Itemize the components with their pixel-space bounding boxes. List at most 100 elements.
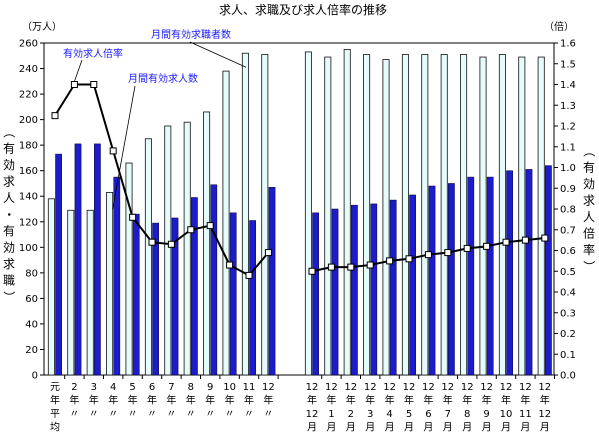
monthly-category-label: 年 bbox=[307, 394, 317, 407]
annual-category-label: 〃 bbox=[69, 409, 79, 420]
bar-job-seekers bbox=[164, 125, 172, 376]
right-tick-label: 0.2 bbox=[560, 329, 576, 340]
monthly-category-label: 12 bbox=[461, 382, 474, 393]
left-tick-label: 20 bbox=[25, 345, 38, 356]
right-axis-title-char: 人 bbox=[583, 210, 595, 224]
annual-category-label: 年 bbox=[205, 394, 215, 407]
left-tick-label: 180 bbox=[19, 141, 38, 152]
ratio-marker bbox=[483, 242, 491, 250]
right-tick-label: 1.3 bbox=[560, 101, 576, 112]
annual-category-label: 〃 bbox=[186, 409, 196, 420]
right-axis-unit: （倍） bbox=[544, 20, 574, 33]
monthly-category-label: 12 bbox=[538, 382, 551, 393]
monthly-category-label: 5 bbox=[406, 409, 412, 420]
annual-category-label: 均 bbox=[50, 422, 60, 434]
ratio-marker bbox=[463, 244, 471, 252]
bar-job-seekers bbox=[363, 54, 371, 376]
plot-area: 0 20 40 60 80 100 120 140 160 180 200 220 240 260 0.0 0… bbox=[2, 28, 596, 434]
monthly-category-label: 8 bbox=[464, 409, 470, 420]
annual-category-label: 〃 bbox=[89, 409, 99, 420]
monthly-category-label: 12 bbox=[325, 382, 338, 393]
right-tick-label: 1.0 bbox=[560, 163, 576, 174]
annual-category-label: 12 bbox=[262, 382, 275, 393]
left-tick-label: 0 bbox=[32, 371, 38, 382]
monthly-category-label: 月 bbox=[404, 422, 414, 434]
ratio-marker bbox=[405, 255, 413, 263]
monthly-category-label: 12 bbox=[519, 382, 532, 393]
monthly-category-label: 月 bbox=[540, 422, 550, 434]
bar-job-offers bbox=[312, 212, 319, 376]
monthly-category-label: 12 bbox=[441, 382, 454, 393]
ratio-marker bbox=[206, 222, 214, 230]
monthly-category-label: 年 bbox=[501, 394, 511, 407]
ratio-marker bbox=[424, 251, 432, 259]
bar-job-seekers bbox=[440, 54, 448, 376]
annual-category-label: 〃 bbox=[205, 409, 215, 420]
annual-category-label: 年 bbox=[128, 394, 138, 407]
left-tick-label: 140 bbox=[19, 192, 38, 203]
right-tick-label: 1.4 bbox=[560, 80, 576, 91]
monthly-category-label: 11 bbox=[519, 409, 532, 420]
ratio-marker bbox=[502, 238, 510, 246]
annual-category-label: 〃 bbox=[263, 409, 273, 420]
annual-category-label: 年 bbox=[50, 394, 60, 407]
monthly-category-label: 年 bbox=[520, 394, 530, 407]
left-tick-label: 220 bbox=[19, 90, 38, 101]
bar-job-offers bbox=[171, 217, 179, 376]
bar-job-offers bbox=[486, 176, 494, 376]
chart-title: 求人、求職及び求人倍率の推移 bbox=[219, 2, 387, 17]
bar-job-offers bbox=[152, 222, 159, 376]
annual-category-label: 6 bbox=[149, 382, 155, 393]
annual-category-label: 〃 bbox=[166, 409, 176, 420]
monthly-category-label: 12 bbox=[500, 382, 513, 393]
right-tick-label: 0.1 bbox=[560, 350, 576, 361]
monthly-category-label: 月 bbox=[443, 422, 453, 434]
left-axis-title-char: 人 bbox=[3, 191, 15, 205]
annual-category-label: 年 bbox=[108, 394, 118, 407]
bar-job-offers bbox=[191, 197, 198, 376]
right-tick-label: 1.1 bbox=[560, 142, 576, 153]
bar-job-offers bbox=[331, 208, 339, 376]
annual-category-label: 〃 bbox=[108, 409, 118, 420]
right-tick-label: 0.0 bbox=[560, 371, 576, 382]
annual-category-label: 〃 bbox=[128, 409, 138, 420]
bar-job-seekers bbox=[479, 56, 487, 376]
monthly-category-label: 年 bbox=[365, 394, 375, 407]
annotation-seekers-leader bbox=[189, 41, 247, 68]
bar-job-seekers bbox=[106, 191, 114, 376]
right-axis-title-char: 倍 bbox=[583, 226, 595, 241]
annotation-ratio: 有効求人倍率 bbox=[63, 47, 123, 60]
right-axis-title-char: 効 bbox=[583, 176, 595, 191]
monthly-category-label: 12 bbox=[344, 382, 357, 393]
bar-job-offers bbox=[389, 199, 397, 376]
ratio-marker bbox=[327, 263, 335, 271]
bar-job-seekers bbox=[518, 56, 526, 376]
monthly-category-label: 月 bbox=[326, 422, 336, 434]
annual-category-label: 〃 bbox=[147, 409, 157, 420]
right-tick-label: 0.6 bbox=[560, 246, 576, 257]
ratio-marker bbox=[70, 81, 78, 88]
annual-category-label: 〃 bbox=[225, 409, 235, 420]
bar-job-seekers bbox=[343, 48, 351, 376]
left-tick-label: 120 bbox=[19, 217, 38, 228]
bar-job-offers bbox=[210, 184, 218, 376]
bar-job-offers bbox=[409, 194, 416, 376]
monthly-category-label: 12 bbox=[364, 382, 377, 393]
bar-job-offers bbox=[506, 170, 513, 376]
bar-job-offers bbox=[370, 203, 378, 376]
monthly-category-label: 月 bbox=[307, 422, 317, 434]
annual-category-label: 年 bbox=[69, 394, 79, 407]
right-tick-label: 0.5 bbox=[560, 267, 576, 278]
monthly-category-label: 9 bbox=[483, 409, 489, 420]
monthly-category-label: 12 bbox=[422, 382, 435, 393]
monthly-category-label: 2 bbox=[348, 409, 354, 420]
bar-job-seekers bbox=[183, 121, 191, 376]
right-tick-label: 1.5 bbox=[560, 59, 576, 70]
left-axis-title-char: ・ bbox=[2, 208, 16, 220]
monthly-category-label: 4 bbox=[386, 409, 392, 420]
monthly-category-label: 年 bbox=[462, 394, 472, 407]
monthly-category-label: 年 bbox=[326, 394, 336, 407]
monthly-category-label: 年 bbox=[443, 394, 453, 407]
monthly-category-label: 年 bbox=[482, 394, 492, 407]
